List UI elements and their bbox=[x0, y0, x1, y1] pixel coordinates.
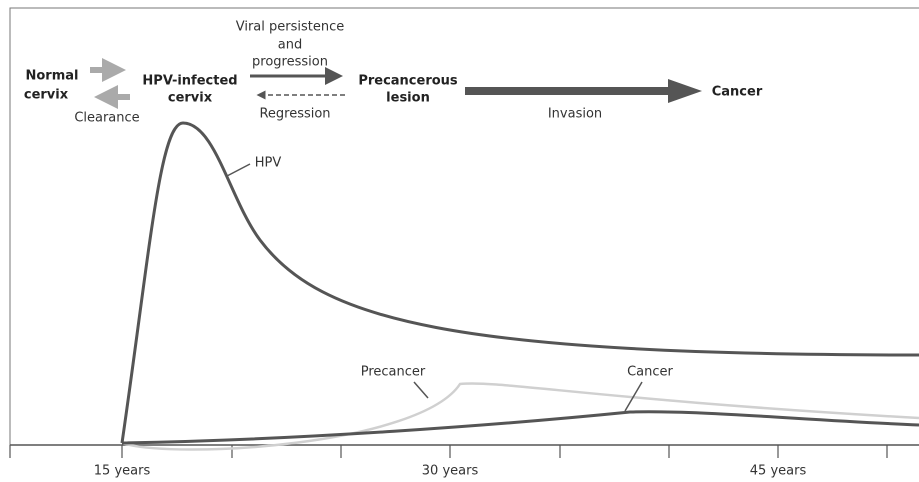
node-label: Cancer bbox=[712, 85, 763, 100]
hpv-curve bbox=[120, 121, 919, 444]
leader bbox=[413, 381, 429, 399]
node-label: lesion bbox=[386, 91, 430, 106]
transition-label: Viral persistence bbox=[236, 20, 345, 35]
transition-label: Regression bbox=[259, 107, 330, 122]
node-label: cervix bbox=[168, 91, 213, 106]
transition-label: Invasion bbox=[548, 107, 602, 122]
curve-label: Cancer bbox=[627, 365, 673, 380]
transition-label: and bbox=[278, 38, 302, 53]
tick-label: 30 years bbox=[422, 464, 479, 479]
transition-label: progression bbox=[252, 55, 328, 70]
leader bbox=[226, 163, 251, 177]
node-label: Normal bbox=[26, 69, 79, 84]
precancer-curve bbox=[121, 382, 919, 451]
node-label: cervix bbox=[24, 88, 69, 103]
frame bbox=[9, 7, 919, 445]
node-label: Precancerous bbox=[358, 74, 458, 89]
leader bbox=[624, 381, 643, 412]
curve-label: Precancer bbox=[361, 365, 426, 380]
transition-label: Clearance bbox=[74, 111, 139, 126]
axis-ticks bbox=[9, 445, 888, 458]
tick-label: 45 years bbox=[750, 464, 807, 479]
node-label: HPV-infected bbox=[142, 74, 237, 89]
arrowhead bbox=[668, 79, 702, 103]
tick-label: 15 years bbox=[94, 464, 151, 479]
cancer-curve bbox=[121, 410, 919, 445]
curve-label: HPV bbox=[255, 156, 282, 171]
